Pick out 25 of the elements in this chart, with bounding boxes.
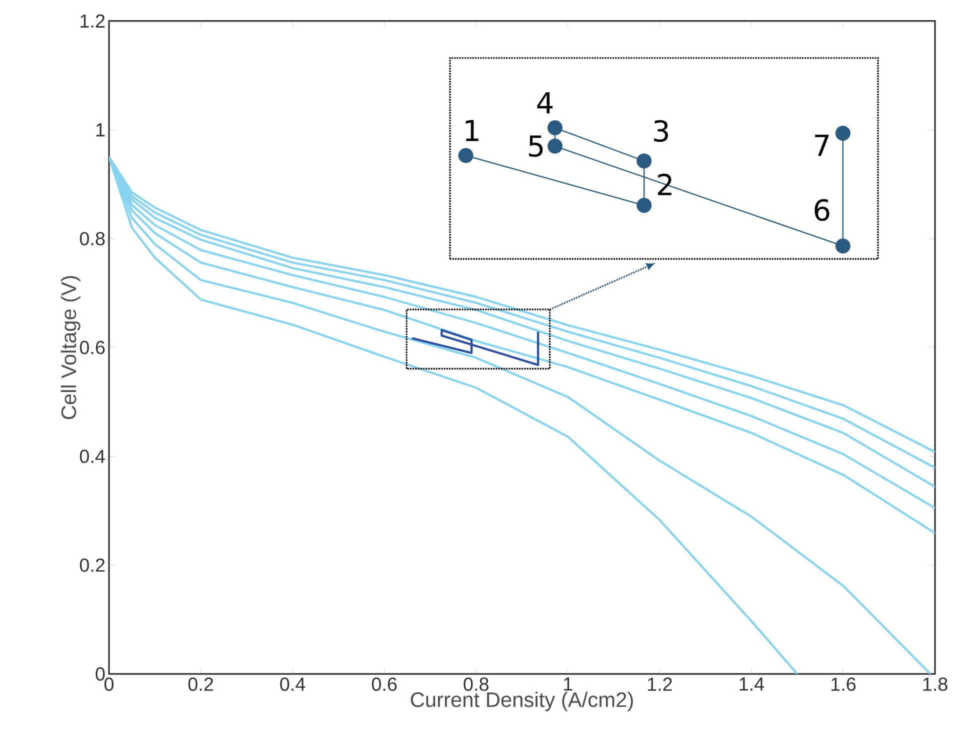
x-tick-label: 0.6 <box>372 678 397 691</box>
y-tick-label: 0.8 <box>80 232 105 246</box>
x-tick-label: 0.2 <box>188 678 213 691</box>
y-tick-label: 0.6 <box>80 340 105 354</box>
annotation: 7 <box>815 134 829 156</box>
annotation: 1 <box>466 120 478 142</box>
x-tick-label: 0 <box>104 678 114 691</box>
y-axis-title: Cell Voltage (V) <box>60 276 80 420</box>
y-tick-label: 0.4 <box>80 450 105 464</box>
annotation: 5 <box>529 135 543 157</box>
x-tick-label: 1.8 <box>923 678 948 691</box>
x-tick-label: 1.2 <box>648 678 672 691</box>
y-tick-label: 0 <box>96 667 105 681</box>
x-tick-label: 0.4 <box>280 678 306 691</box>
annotation: 6 <box>814 199 830 221</box>
y-tick-label: 1 <box>96 123 105 136</box>
x-tick-label: 0.8 <box>464 678 488 691</box>
y-tick-label: 1.2 <box>80 14 105 28</box>
x-tick-label: 1.4 <box>740 678 764 691</box>
x-tick-label: 1.6 <box>832 678 856 691</box>
annotation: 3 <box>654 120 668 142</box>
x-axis-title: Current Density (A/cm2) <box>410 692 633 712</box>
x-tick-label: 1 <box>564 678 572 691</box>
annotation: 4 <box>537 92 553 114</box>
y-tick-label: 0.2 <box>80 558 105 572</box>
